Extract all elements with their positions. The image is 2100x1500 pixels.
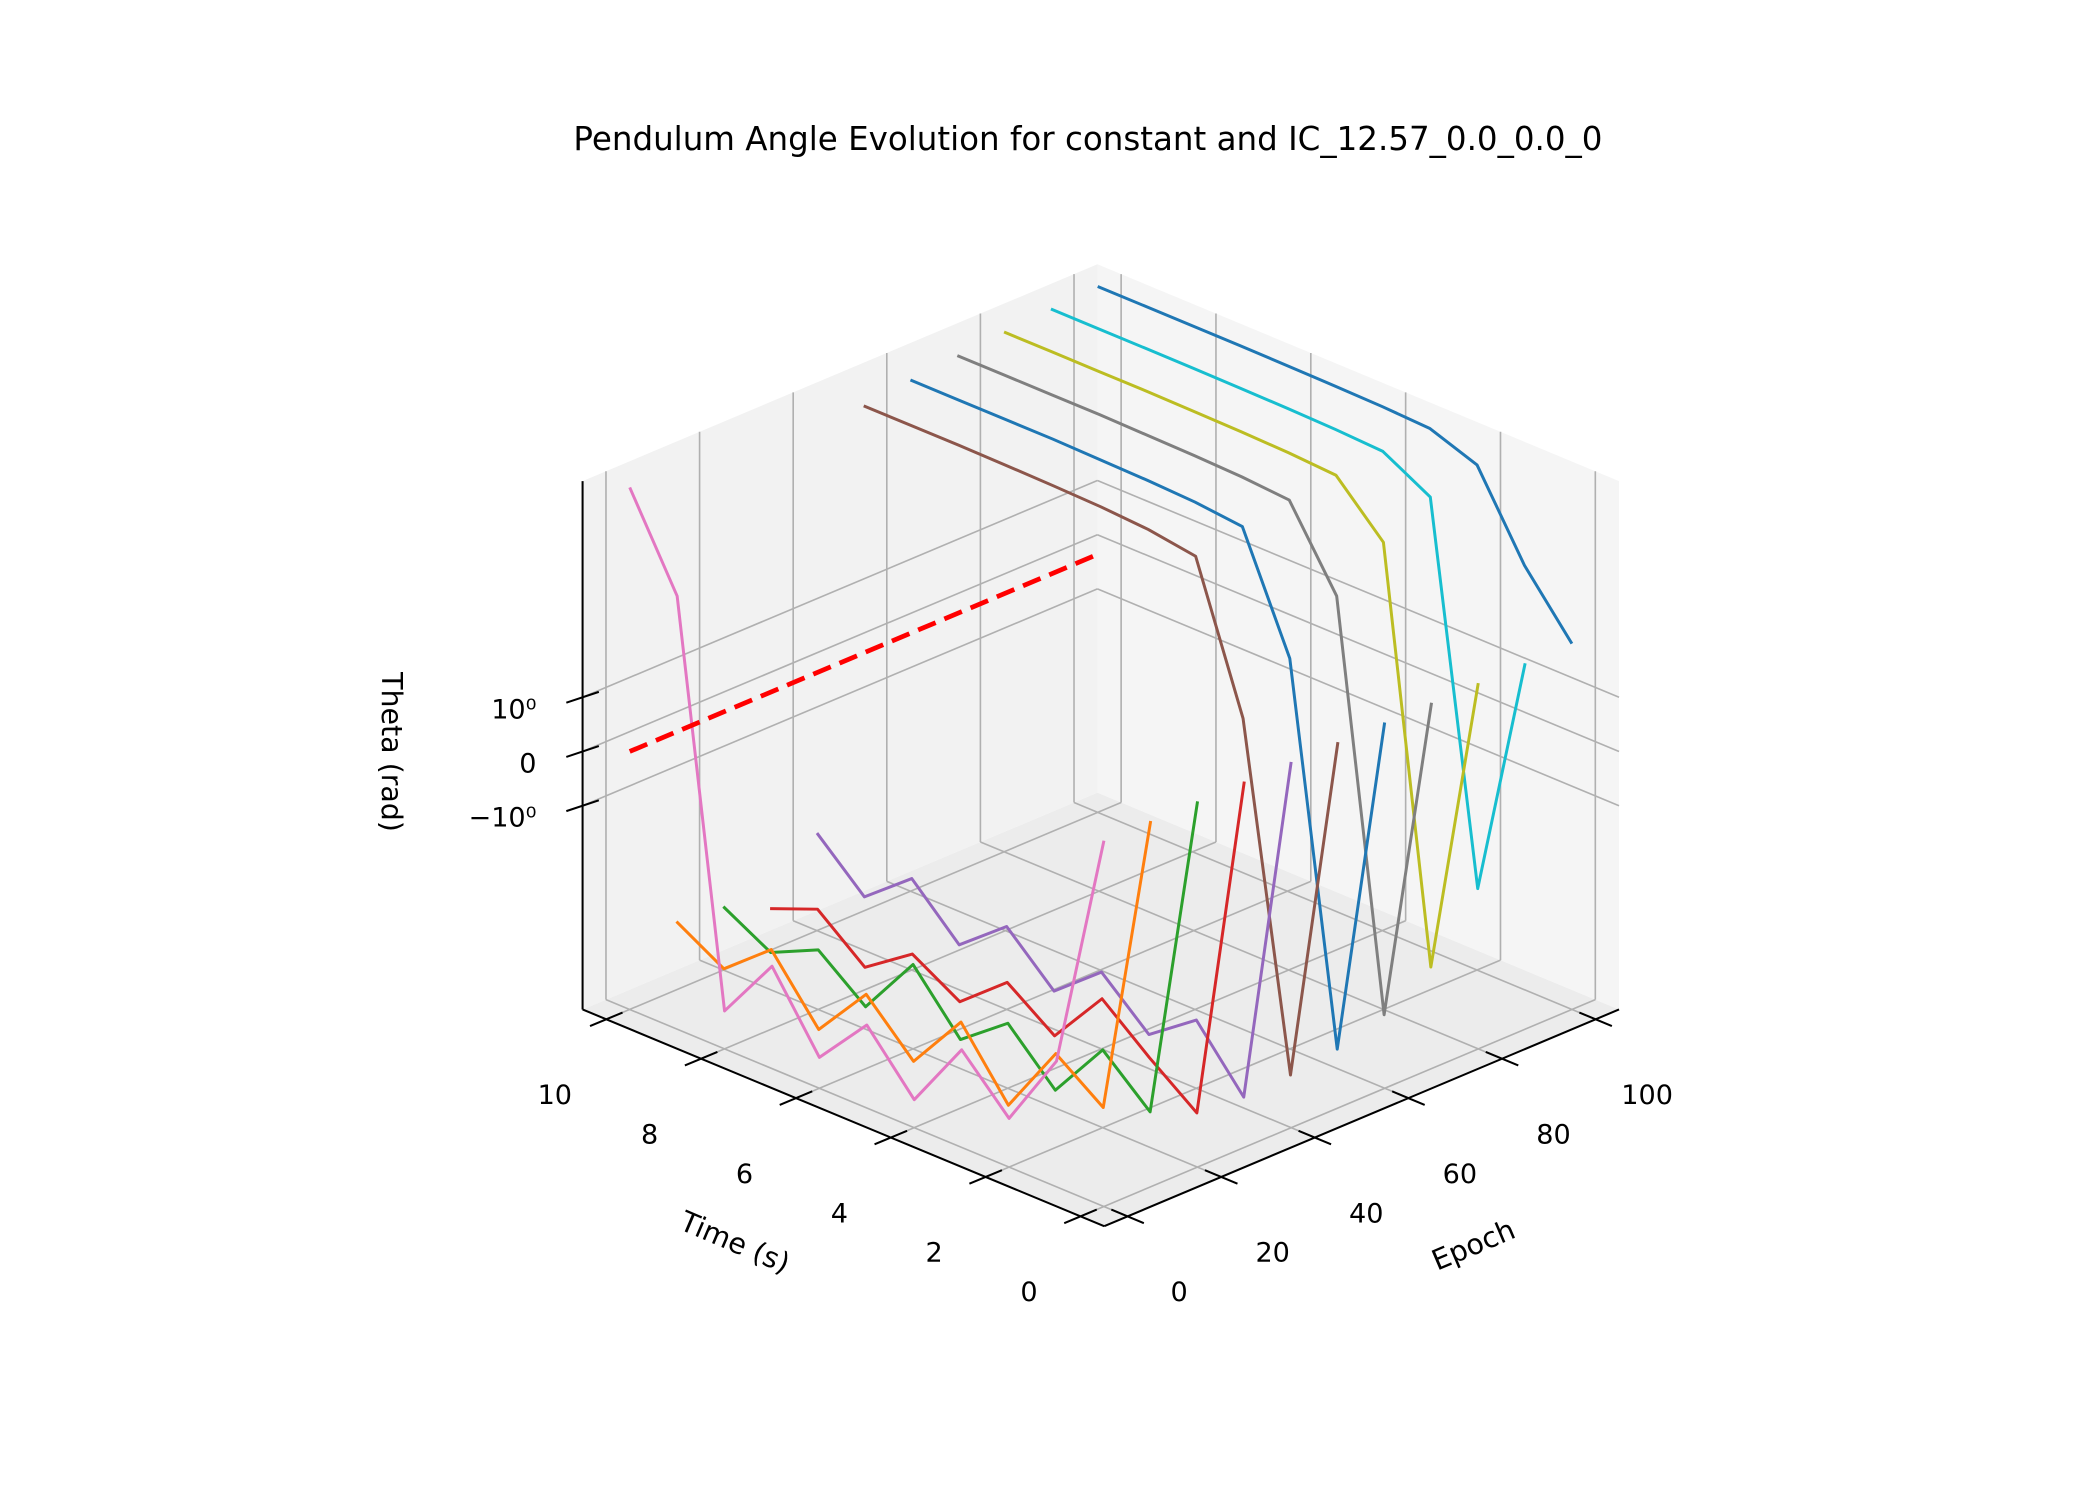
- x-tick-label: 4: [831, 1198, 848, 1229]
- z-axis-label: Theta (rad): [375, 671, 408, 832]
- series-line: [956, 354, 1433, 1017]
- series-line: [722, 801, 1200, 1114]
- y-tick-label: 100: [1621, 1080, 1673, 1111]
- tick-mark: [1391, 1090, 1426, 1106]
- tick-mark: [779, 1090, 813, 1106]
- y-tick-label: 60: [1443, 1159, 1477, 1190]
- grid-line: [1073, 801, 1596, 1021]
- tick-mark: [1485, 1051, 1519, 1067]
- y-tick-label: 20: [1255, 1238, 1289, 1269]
- grid-line: [1097, 479, 1620, 699]
- y-tick-label: 40: [1349, 1198, 1383, 1229]
- tick-mark: [1578, 1011, 1613, 1028]
- grid-line: [582, 479, 1098, 699]
- series-line: [770, 781, 1246, 1115]
- tick-mark: [566, 799, 600, 813]
- tick-mark: [1298, 1129, 1332, 1146]
- grid-line: [980, 841, 1503, 1060]
- grid-line: [605, 998, 1128, 1218]
- x-tick-label: 0: [1020, 1277, 1037, 1308]
- series-line: [1003, 330, 1480, 969]
- series-line: [1050, 307, 1527, 891]
- tick-mark: [589, 1011, 623, 1028]
- series-line: [909, 378, 1387, 1051]
- series-line: [815, 761, 1293, 1099]
- chart-title: Pendulum Angle Evolution for constant an…: [573, 120, 1602, 158]
- grid-line: [582, 588, 1098, 807]
- series-line: [863, 404, 1340, 1077]
- y-tick-label: 80: [1536, 1119, 1570, 1150]
- x-tick-label: 8: [641, 1119, 658, 1150]
- z-tick-label: −10⁰: [469, 803, 537, 834]
- y-tick-label: 0: [1170, 1277, 1187, 1308]
- tick-mark: [566, 690, 600, 704]
- x-tick-label: 2: [926, 1238, 943, 1269]
- grid-line: [700, 841, 1217, 1060]
- grid-line: [792, 920, 1316, 1139]
- tick-mark: [566, 745, 600, 758]
- z-tick-label: 10⁰: [491, 694, 536, 725]
- tick-mark: [874, 1129, 908, 1146]
- grid-line: [1097, 588, 1620, 807]
- x-tick-label: 6: [736, 1159, 753, 1190]
- series-line: [675, 820, 1153, 1110]
- grid-line: [582, 533, 1098, 753]
- grid-line: [890, 920, 1406, 1139]
- axis-line: [1103, 1008, 1620, 1228]
- series-line: [628, 486, 1106, 1120]
- grid-line: [1097, 533, 1620, 753]
- x-tick-label: 10: [538, 1080, 572, 1111]
- grid-line: [886, 880, 1409, 1099]
- z-tick-label: 0: [519, 749, 536, 780]
- tick-mark: [1063, 1208, 1098, 1225]
- grid-line: [985, 959, 1501, 1178]
- axis-line: [582, 1008, 1105, 1228]
- series-line: [1097, 285, 1574, 645]
- tick-mark: [1204, 1169, 1238, 1185]
- pane: [1097, 264, 1620, 1010]
- tick-mark: [968, 1169, 1003, 1185]
- tick-mark: [1110, 1208, 1145, 1225]
- grid-line: [605, 801, 1122, 1021]
- tick-mark: [684, 1051, 718, 1067]
- grid-line: [1080, 998, 1596, 1218]
